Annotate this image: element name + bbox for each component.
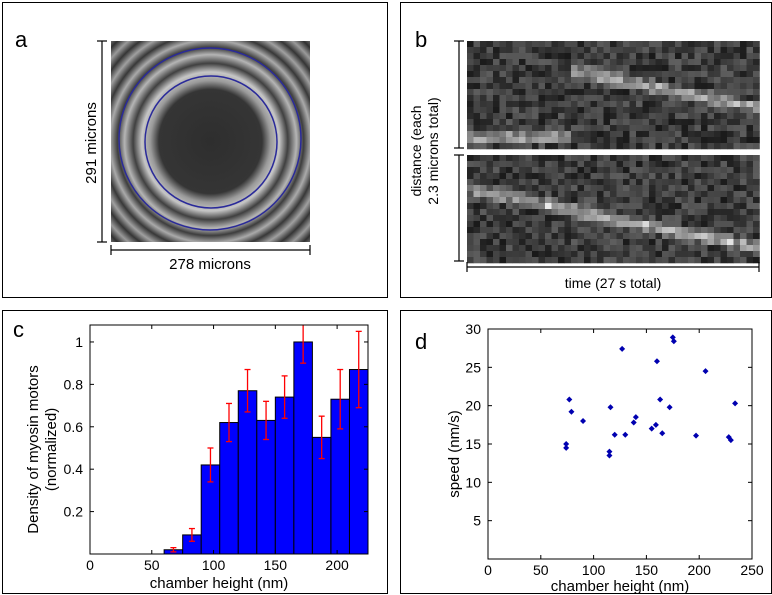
plot-frame xyxy=(89,324,369,555)
data-point xyxy=(702,368,709,375)
data-point xyxy=(693,432,700,439)
y-tick-label: 0.4 xyxy=(64,461,84,477)
y-tick-label: 5 xyxy=(473,513,481,529)
height-scale-label: 291 microns xyxy=(83,102,100,184)
y-tick-label: 0.6 xyxy=(64,419,84,435)
data-point xyxy=(563,444,570,451)
outer-ring xyxy=(118,47,302,231)
interference-image xyxy=(111,41,310,242)
data-point xyxy=(611,431,618,438)
data-point xyxy=(568,408,575,415)
x-tick-label: 200 xyxy=(325,557,349,573)
x-tick-label: 100 xyxy=(582,562,606,578)
histogram-bar xyxy=(237,390,258,555)
panel-b-label: b xyxy=(415,27,428,52)
data-point xyxy=(606,448,613,455)
data-point xyxy=(666,404,673,411)
y-tick-label: 10 xyxy=(465,474,481,490)
panel-c-label: c xyxy=(13,317,24,342)
data-point xyxy=(670,338,677,345)
x-axis-label: chamber height (nm) xyxy=(150,575,288,592)
data-point xyxy=(652,421,659,428)
y-axis-label: speed (nm/s) xyxy=(446,410,463,498)
panel-d-label: d xyxy=(415,329,428,354)
plot-frame xyxy=(487,328,753,560)
panel-a: a 291 mi xyxy=(2,2,388,298)
x-tick-label: 250 xyxy=(740,562,764,578)
panel-b: b distance (each 2.3 microns total) time… xyxy=(400,2,772,298)
data-point xyxy=(727,437,734,444)
x-tick-label: 200 xyxy=(688,562,712,578)
data-point xyxy=(725,434,732,441)
panel-d: d 0 50 100 150 200 250 5 10 15 20 25 30 chamber heig… xyxy=(400,310,772,595)
x-tick-label: 150 xyxy=(264,557,288,573)
kymograph-xlabel: time (27 s total) xyxy=(565,275,661,291)
kymograph-top xyxy=(467,41,760,150)
y-axis-label: Density of myosin motors xyxy=(25,365,42,533)
data-point xyxy=(619,345,626,352)
kymograph-ylabel-line2: 2.3 microns total) xyxy=(425,97,441,204)
panel-a-figure: 291 microns 278 microns xyxy=(83,40,311,273)
panel-c: c 0 50 100 150 200 0.2 0.4 0.6 0.8 1 chamber heigh… xyxy=(2,310,388,594)
data-point xyxy=(657,396,664,403)
y-tick-label: 25 xyxy=(465,359,481,375)
histogram-bar xyxy=(274,396,295,555)
data-point xyxy=(563,441,570,447)
data-point xyxy=(648,425,655,432)
y-tick-label: 1 xyxy=(75,334,83,350)
histogram-chart: 0 50 100 150 200 0.2 0.4 0.6 0.8 1 chamber height … xyxy=(25,324,369,592)
data-point xyxy=(580,418,587,424)
data-point xyxy=(566,396,573,403)
data-point xyxy=(606,452,613,459)
x-axis-label: chamber height (nm) xyxy=(551,578,689,595)
width-scale-label: 278 microns xyxy=(169,256,251,273)
data-point xyxy=(659,430,666,437)
x-tick-label: 100 xyxy=(202,557,226,573)
scatter-chart: 0 50 100 150 200 250 5 10 15 20 25 30 chamber height… xyxy=(446,321,764,595)
histogram-bar xyxy=(293,341,313,555)
data-point xyxy=(607,404,614,411)
data-point xyxy=(622,431,629,438)
inner-ring xyxy=(144,75,278,209)
y-tick-label: 0.2 xyxy=(64,504,84,520)
panel-a-label: a xyxy=(15,27,28,52)
x-tick-label: 50 xyxy=(144,557,160,573)
x-tick-label: 0 xyxy=(484,562,492,578)
y-axis-label-units: (normalized) xyxy=(43,408,60,491)
x-tick-label: 0 xyxy=(86,557,94,573)
y-tick-label: 30 xyxy=(465,321,481,337)
kymograph-bottom xyxy=(467,155,760,264)
y-tick-label: 15 xyxy=(465,436,481,452)
x-tick-label: 50 xyxy=(533,562,549,578)
y-tick-label: 20 xyxy=(465,398,481,414)
panel-b-figure: distance (each 2.3 microns total) time (… xyxy=(408,40,760,291)
data-point xyxy=(732,400,739,407)
y-tick-label: 0.8 xyxy=(64,376,84,392)
kymograph-ylabel-line1: distance (each xyxy=(408,105,424,196)
data-point xyxy=(653,358,660,365)
histogram-bar xyxy=(256,419,276,555)
x-tick-label: 150 xyxy=(635,562,659,578)
data-point xyxy=(630,419,637,426)
data-point xyxy=(632,414,639,421)
